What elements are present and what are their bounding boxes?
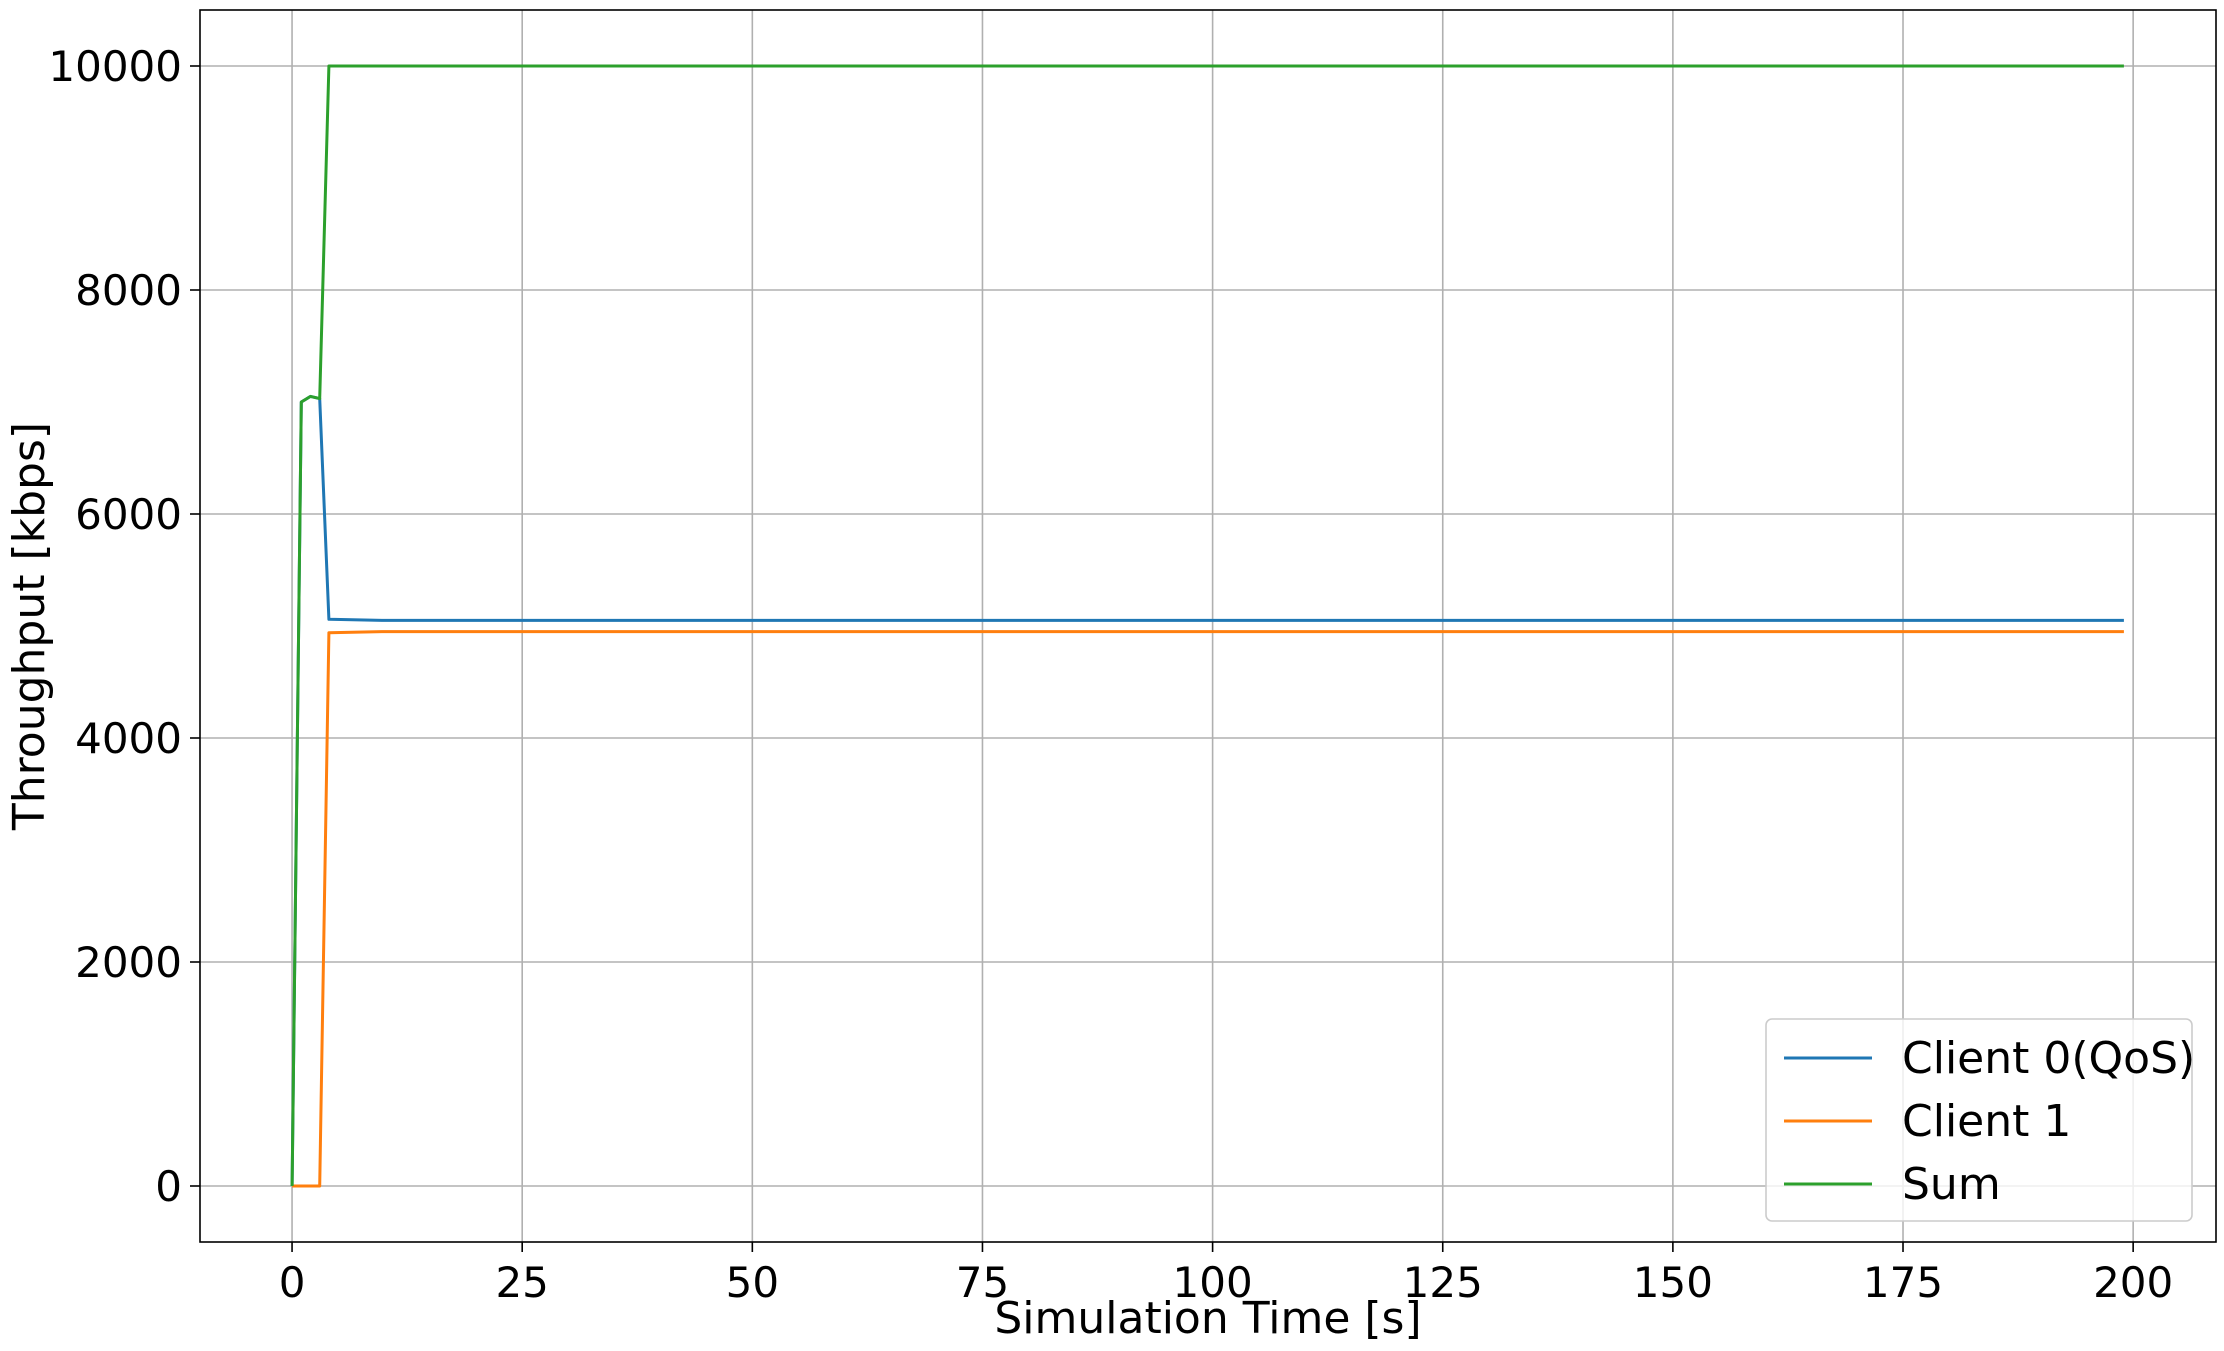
legend-label-client-0-qos: Client 0(QoS) <box>1902 1033 2195 1084</box>
y-tick-label: 8000 <box>75 266 182 315</box>
y-tick-label: 10000 <box>48 42 182 91</box>
x-axis-label: Simulation Time [s] <box>994 1293 1421 1344</box>
series-line-sum <box>290 64 2124 1187</box>
y-axis-label: Throughput [kbps] <box>4 422 55 831</box>
axis-ticks: 0 25 50 75 100 125 150 175 200020004000600080001… <box>48 42 2173 1307</box>
x-tick-label: 50 <box>726 1258 779 1307</box>
legend-label-sum: Sum <box>1902 1159 2001 1210</box>
x-tick-label: 25 <box>495 1258 548 1307</box>
y-tick-label: 0 <box>155 1162 182 1211</box>
plot-frame <box>199 9 2217 1243</box>
series-line-client-1 <box>292 630 2124 1188</box>
x-tick-label: 100 <box>1173 1258 1253 1307</box>
y-tick-label: 2000 <box>75 938 182 987</box>
x-tick-label: 175 <box>1863 1258 1943 1307</box>
plot-series <box>290 64 2124 1188</box>
series-line-client-0-qos <box>290 394 2124 1187</box>
x-tick-label: 200 <box>2093 1258 2173 1307</box>
legend-box <box>1765 1018 2193 1222</box>
x-tick-label: 0 <box>279 1258 306 1307</box>
y-tick-label: 4000 <box>75 714 182 763</box>
x-tick-label: 75 <box>956 1258 1009 1307</box>
y-tick-label: 6000 <box>75 490 182 539</box>
legend-label-client-1: Client 1 <box>1902 1096 2071 1147</box>
x-tick-label: 150 <box>1633 1258 1713 1307</box>
legend: Client 0(QoS) Client 1 Sum <box>1765 1018 2195 1222</box>
x-tick-label: 125 <box>1403 1258 1483 1307</box>
